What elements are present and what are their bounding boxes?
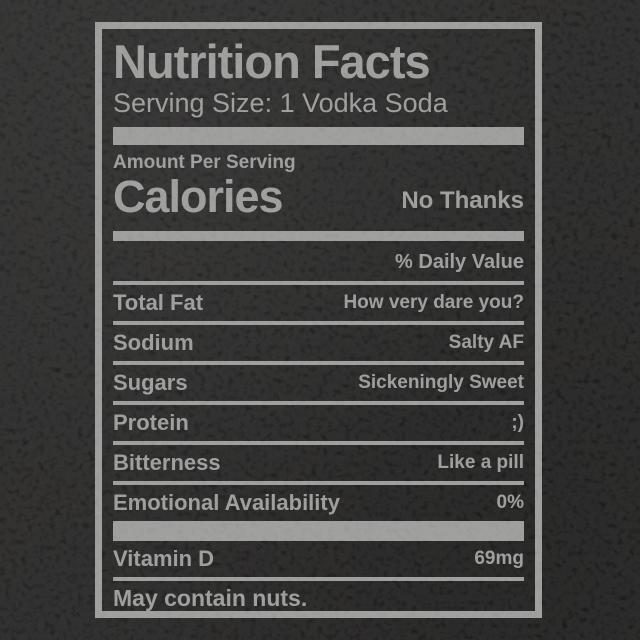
daily-value-header: % Daily Value — [395, 251, 524, 273]
medium-divider — [113, 231, 524, 241]
thick-divider-bottom — [113, 521, 524, 541]
nutrient-row-bitterness: Bitterness Like a pill — [113, 441, 524, 481]
nutrition-facts-label: Nutrition Facts Serving Size: 1 Vodka So… — [95, 22, 542, 618]
nutrient-row-sodium: Sodium Salty AF — [113, 321, 524, 361]
nutrient-row-sugars: Sugars Sickeningly Sweet — [113, 361, 524, 401]
calories-value: No Thanks — [401, 187, 524, 214]
label-title: Nutrition Facts — [113, 35, 431, 88]
nutrient-label: Vitamin D — [113, 546, 215, 571]
nutrient-label: Sugars — [113, 370, 188, 395]
nutrient-label: Emotional Availability — [113, 490, 340, 515]
nutrient-row-vitamin-d: Vitamin D 69mg — [113, 541, 524, 577]
serving-size-text: Serving Size: 1 Vodka Soda — [113, 88, 448, 118]
nutrient-value: ;) — [511, 412, 524, 433]
footer-note: May contain nuts. — [113, 585, 308, 611]
nutrient-value: Salty AF — [448, 332, 524, 353]
nutrient-label: Bitterness — [113, 450, 221, 475]
nutrient-value: 0% — [496, 492, 524, 513]
nutrient-value: 69mg — [474, 548, 524, 569]
calories-row: Calories No Thanks — [113, 174, 524, 220]
nutrient-value: Like a pill — [437, 452, 524, 473]
nutrient-label: Protein — [113, 410, 189, 435]
nutrient-row-total-fat: Total Fat How very dare you? — [113, 281, 524, 321]
nutrient-label: Sodium — [113, 330, 194, 355]
nutrient-value: Sickeningly Sweet — [358, 372, 524, 393]
thick-divider-top — [113, 127, 524, 145]
nutrient-value: How very dare you? — [343, 292, 524, 313]
nutrient-row-protein: Protein ;) — [113, 401, 524, 441]
nutrient-row-emotional-availability: Emotional Availability 0% — [113, 481, 524, 521]
nutrient-label: Total Fat — [113, 290, 204, 315]
calories-label: Calories — [113, 171, 284, 222]
